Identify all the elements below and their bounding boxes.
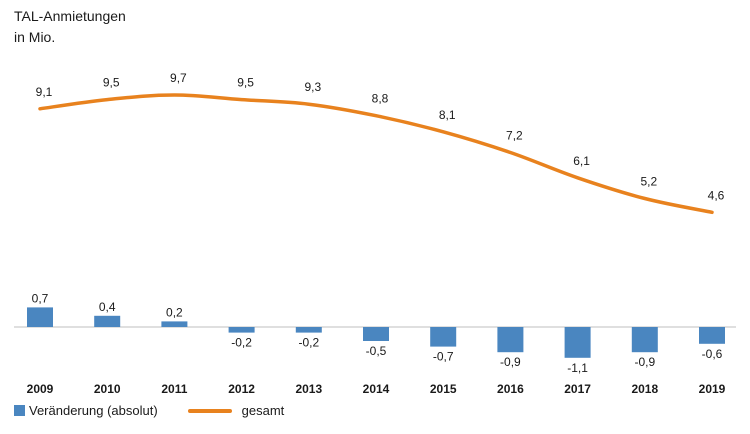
- bar-label-2019: -0,6: [702, 347, 723, 361]
- x-tick-2011: 2011: [161, 382, 187, 396]
- bar-2019: [699, 327, 725, 344]
- chart-subtitle: in Mio.: [14, 29, 56, 45]
- line-label-2013: 9,3: [304, 80, 321, 94]
- bar-2016: [497, 327, 524, 353]
- bar-label-2009: 0,7: [32, 291, 49, 305]
- x-tick-2009: 2009: [27, 382, 54, 396]
- x-tick-2019: 2019: [699, 382, 726, 396]
- bar-label-2016: -0,9: [500, 355, 521, 369]
- legend-item-bars: Veränderung (absolut): [14, 403, 158, 418]
- legend-swatch-bar: [14, 405, 25, 416]
- legend-item-line: gesamt: [158, 403, 285, 418]
- line-label-2010: 9,5: [103, 76, 120, 90]
- line-label-2014: 8,8: [372, 92, 389, 106]
- bar-label-2017: -1,1: [567, 361, 588, 375]
- line-label-2009: 9,1: [36, 85, 53, 99]
- legend-swatch-line: [187, 408, 232, 413]
- line-label-2018: 5,2: [640, 175, 657, 189]
- x-tick-2010: 2010: [94, 382, 121, 396]
- bar-2014: [363, 327, 389, 341]
- line-label-2015: 8,1: [439, 108, 456, 122]
- x-tick-2018: 2018: [631, 382, 658, 396]
- bar-label-2011: 0,2: [166, 305, 183, 319]
- bar-label-2015: -0,7: [433, 350, 454, 364]
- bar-2015: [430, 327, 457, 347]
- x-tick-2017: 2017: [564, 382, 591, 396]
- bar-label-2014: -0,5: [366, 344, 387, 358]
- x-tick-2013: 2013: [295, 382, 322, 396]
- legend-label-line: gesamt: [241, 403, 285, 418]
- legend: Veränderung (absolut) gesamt: [14, 403, 284, 418]
- chart-title: TAL-Anmietungen: [14, 8, 126, 24]
- bar-label-2013: -0,2: [298, 336, 319, 350]
- line-label-2012: 9,5: [237, 76, 254, 90]
- line-label-2011: 9,7: [170, 71, 187, 85]
- x-tick-2012: 2012: [228, 382, 255, 396]
- x-tick-2015: 2015: [430, 382, 457, 396]
- line-label-2016: 7,2: [506, 129, 523, 143]
- x-tick-2016: 2016: [497, 382, 524, 396]
- bar-label-2018: -0,9: [634, 355, 655, 369]
- bar-2017: [564, 327, 591, 358]
- bar-2009: [27, 307, 53, 327]
- line-label-2017: 6,1: [573, 154, 590, 168]
- bar-2013: [295, 327, 322, 333]
- bar-2011: [161, 321, 188, 327]
- bar-label-2012: -0,2: [231, 336, 252, 350]
- bar-label-2010: 0,4: [99, 300, 116, 314]
- line-label-2019: 4,6: [708, 188, 725, 202]
- bar-2018: [631, 327, 658, 353]
- legend-label-bars: Veränderung (absolut): [29, 403, 158, 418]
- series-line-gesamt: [38, 93, 714, 215]
- bar-2010: [94, 315, 121, 327]
- bar-2012: [228, 327, 255, 333]
- x-tick-2014: 2014: [363, 382, 390, 396]
